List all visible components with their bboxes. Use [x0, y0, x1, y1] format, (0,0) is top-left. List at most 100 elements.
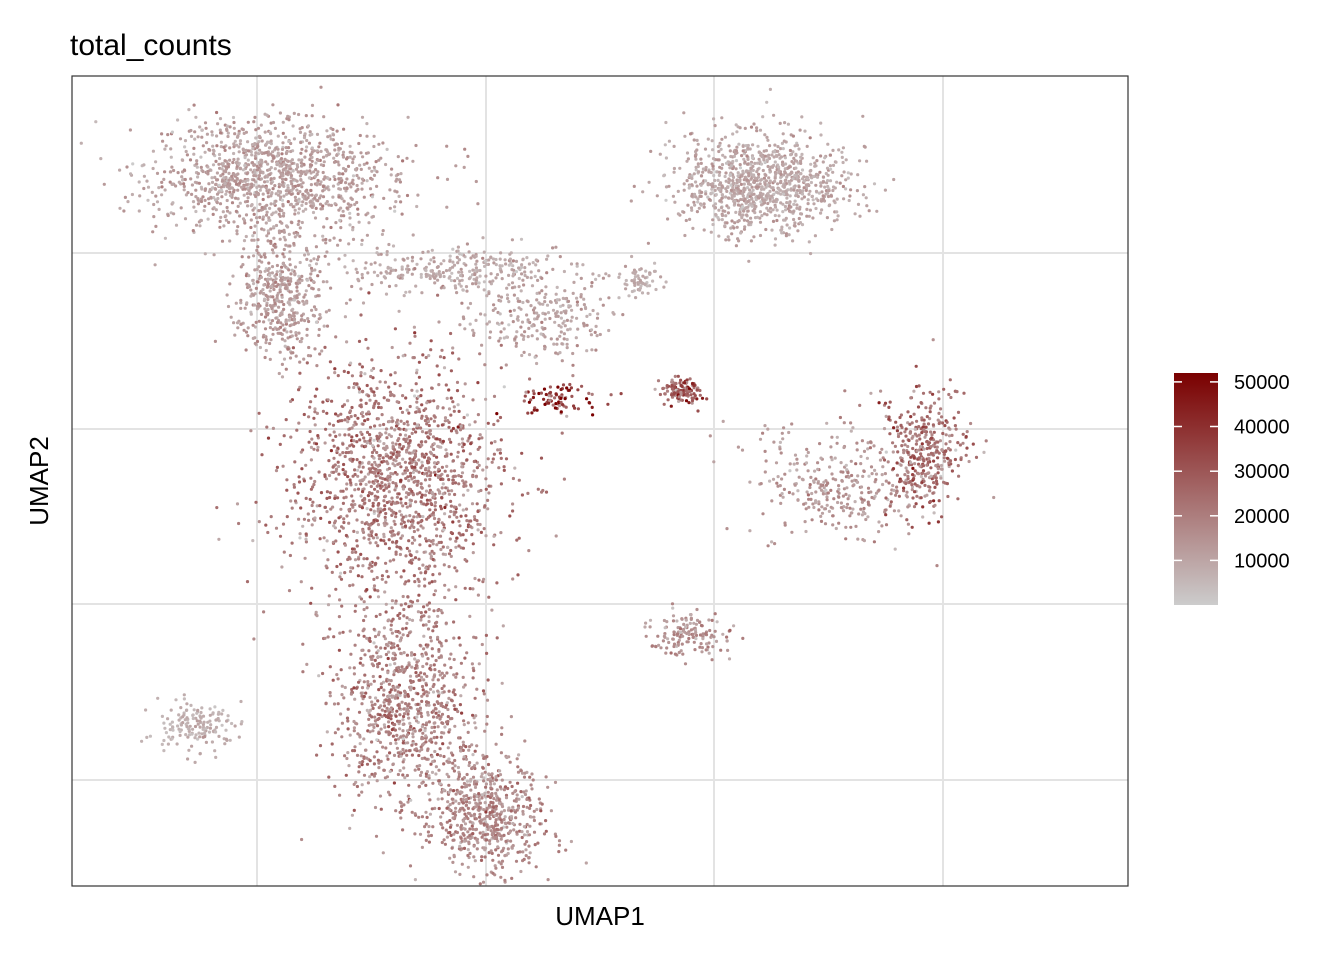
scatter-point	[841, 160, 845, 165]
scatter-point	[530, 284, 535, 288]
scatter-point	[343, 454, 347, 459]
scatter-point	[583, 287, 587, 291]
scatter-point	[247, 255, 251, 259]
scatter-point	[310, 146, 314, 150]
scatter-point	[401, 487, 405, 491]
scatter-point	[446, 746, 450, 750]
scatter-point	[396, 462, 400, 466]
scatter-point	[446, 419, 450, 423]
scatter-point	[795, 206, 799, 210]
scatter-point	[326, 176, 330, 180]
scatter-point	[465, 519, 469, 523]
scatter-point	[575, 262, 579, 266]
scatter-point	[270, 319, 275, 323]
scatter-point	[382, 396, 386, 400]
scatter-point	[237, 521, 241, 526]
scatter-point	[360, 242, 364, 247]
scatter-point	[399, 575, 403, 579]
scatter-point	[163, 170, 167, 174]
scatter-point	[293, 212, 297, 216]
scatter-point	[483, 259, 487, 263]
scatter-point	[333, 496, 337, 500]
scatter-point	[404, 439, 408, 444]
scatter-point	[381, 477, 385, 481]
scatter-point	[745, 154, 749, 158]
scatter-point	[787, 233, 791, 237]
scatter-point	[280, 152, 284, 156]
scatter-point	[464, 285, 469, 289]
scatter-point	[380, 577, 384, 581]
scatter-point	[892, 177, 896, 182]
scatter-point	[460, 270, 464, 274]
scatter-point	[362, 162, 366, 166]
scatter-point	[297, 158, 301, 162]
scatter-point	[304, 496, 308, 500]
scatter-point	[774, 172, 778, 176]
scatter-point	[582, 303, 587, 307]
scatter-point	[249, 150, 253, 154]
scatter-point	[794, 191, 799, 195]
scatter-point	[393, 371, 397, 375]
scatter-point	[396, 613, 400, 618]
scatter-point	[401, 472, 405, 476]
scatter-point	[419, 520, 423, 524]
scatter-point	[368, 595, 372, 599]
scatter-point	[569, 319, 573, 323]
scatter-point	[461, 394, 466, 398]
scatter-point	[160, 193, 164, 197]
scatter-point	[289, 399, 293, 403]
scatter-point	[235, 165, 239, 169]
scatter-point	[476, 447, 480, 451]
scatter-point	[485, 262, 489, 266]
scatter-point	[179, 206, 183, 210]
scatter-point	[329, 507, 333, 511]
scatter-point	[483, 313, 487, 317]
scatter-point	[427, 564, 432, 568]
scatter-point	[337, 464, 341, 469]
scatter-point	[464, 480, 468, 484]
scatter-point	[846, 176, 850, 180]
scatter-point	[449, 331, 453, 336]
scatter-point	[329, 203, 333, 207]
scatter-point	[623, 264, 628, 268]
scatter-point	[735, 181, 739, 185]
scatter-point	[764, 149, 769, 153]
scatter-point	[457, 636, 461, 640]
scatter-point	[313, 268, 317, 272]
scatter-point	[443, 469, 447, 473]
scatter-point	[404, 501, 408, 506]
scatter-point	[777, 169, 781, 173]
scatter-point	[284, 367, 288, 371]
scatter-point	[366, 513, 370, 517]
scatter-point	[276, 134, 280, 138]
scatter-point	[322, 324, 326, 328]
scatter-point	[430, 248, 434, 252]
scatter-point	[520, 272, 524, 276]
scatter-point	[529, 276, 533, 280]
scatter-point	[315, 504, 319, 508]
scatter-point	[405, 621, 409, 626]
scatter-point	[400, 534, 404, 538]
scatter-point	[471, 587, 475, 591]
scatter-point	[353, 643, 357, 647]
scatter-point	[826, 191, 830, 195]
scatter-point	[540, 320, 544, 324]
scatter-point	[407, 441, 411, 446]
scatter-point	[783, 189, 788, 194]
scatter-point	[360, 187, 364, 191]
scatter-point	[551, 267, 555, 271]
scatter-point	[865, 204, 869, 208]
scatter-point	[444, 448, 448, 452]
scatter-point	[476, 381, 480, 385]
scatter-point	[717, 149, 721, 154]
scatter-point	[523, 273, 527, 278]
scatter-point	[734, 167, 738, 171]
scatter-point	[366, 151, 370, 155]
scatter-point	[348, 569, 353, 574]
scatter-point	[380, 574, 384, 578]
scatter-point	[484, 487, 488, 491]
scatter-point	[269, 277, 273, 281]
scatter-point	[280, 337, 284, 341]
scatter-point	[308, 169, 312, 173]
scatter-point	[296, 170, 300, 174]
